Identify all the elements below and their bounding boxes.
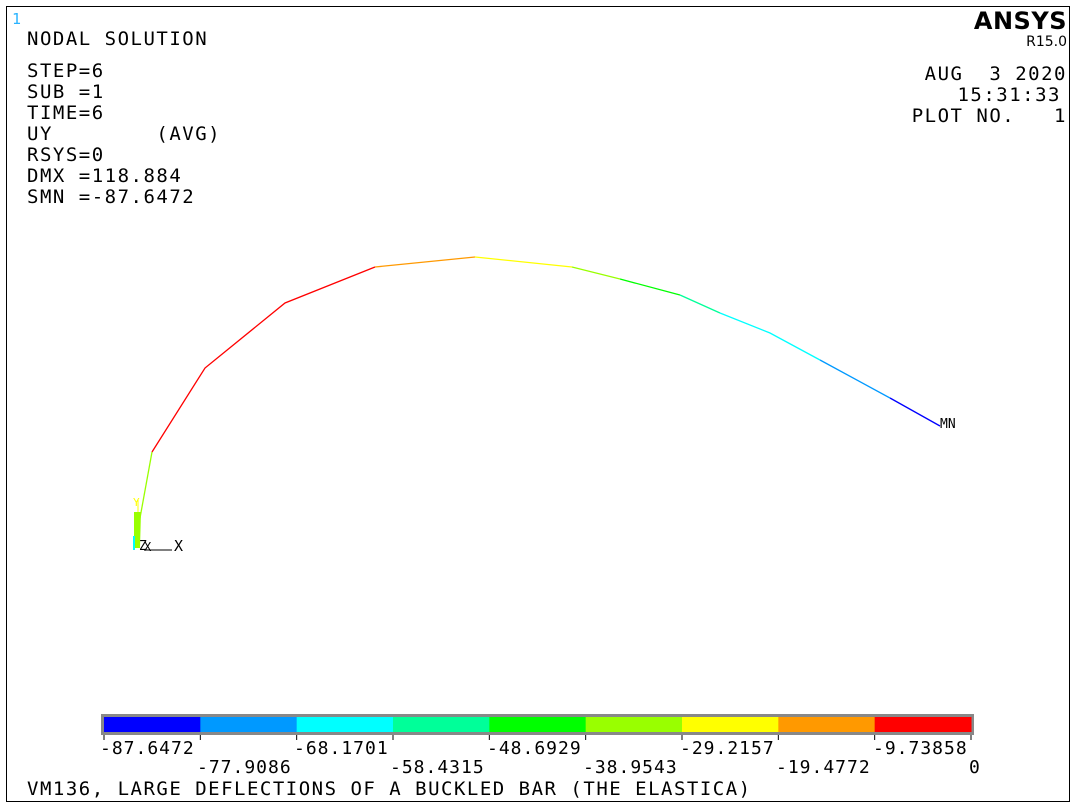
curve-segment-5: [619, 278, 681, 296]
origin-support: [133, 500, 141, 550]
legend-label-top-1: -68.1701: [294, 738, 389, 759]
curve-segment-6: [679, 294, 721, 314]
info-time: TIME=6: [27, 102, 105, 124]
triad-y-label: Y: [133, 496, 140, 509]
legend-label-bottom-2: -38.9543: [583, 757, 678, 778]
legend-swatch-5: [585, 717, 683, 732]
plot-time: 15:31:33: [957, 84, 1061, 106]
release-label: R15.0: [1026, 34, 1067, 50]
legend-swatch-6: [682, 717, 779, 732]
curve-segment-3: [474, 256, 573, 268]
legend-swatch-8: [874, 717, 972, 732]
legend-label-bottom-1: -58.4315: [390, 757, 485, 778]
legend-swatch-7: [778, 717, 876, 732]
triad-x-label: X: [174, 537, 183, 555]
curve-segment-2: [374, 256, 476, 268]
contour-legend: [101, 714, 974, 740]
legend-label-top-2: -48.6929: [487, 738, 582, 759]
info-sub: SUB =1: [27, 81, 105, 103]
curve-segment-8: [819, 359, 891, 399]
legend-label-top-3: -29.2157: [680, 738, 775, 759]
legend-swatch-4: [489, 717, 587, 732]
triad-z-label: Z: [139, 539, 147, 554]
ansys-logo: ANSYS R15.0: [974, 8, 1067, 50]
legend-swatch-3: [393, 717, 490, 732]
legend-label-top-0: -87.6472: [100, 738, 195, 759]
min-node-label: MN: [940, 417, 956, 432]
plot-number: PLOT NO. 1: [911, 105, 1067, 127]
info-dmx: DMX =118.884: [27, 165, 183, 187]
global-triad: Y Z X X: [133, 496, 183, 555]
support-symbol: [134, 512, 141, 548]
legend-label-bottom-3: -19.4772: [776, 757, 871, 778]
legend-label-bottom-4: 0: [969, 757, 981, 778]
legend-swatch-2: [296, 717, 394, 732]
legend-label-top-4: -9.73858: [873, 738, 968, 759]
graphics-window[interactable]: [6, 6, 1070, 802]
curve-segment-1: [151, 266, 376, 453]
brand-name: ANSYS: [973, 7, 1067, 35]
legend-swatch-0: [104, 717, 201, 732]
legend-swatch-1: [200, 717, 298, 732]
curve-segment-9: [889, 397, 941, 427]
curve-segment-4: [571, 266, 621, 280]
info-step: STEP=6: [27, 60, 105, 82]
triad-x-small-label: X: [144, 540, 152, 554]
info-result: UY (AVG): [27, 123, 222, 145]
info-smn: SMN =-87.6472: [27, 186, 196, 208]
deformed-shape: [135, 256, 941, 541]
plot-date: AUG 3 2020: [924, 63, 1067, 85]
footer-title: VM136, LARGE DEFLECTIONS OF A BUCKLED BA…: [27, 778, 752, 800]
window-number: 1: [12, 10, 22, 28]
plot-title: NODAL SOLUTION: [27, 28, 209, 50]
info-rsys: RSYS=0: [27, 144, 105, 166]
curve-segment-7: [719, 312, 821, 361]
legend-label-bottom-0: -77.9086: [197, 757, 292, 778]
